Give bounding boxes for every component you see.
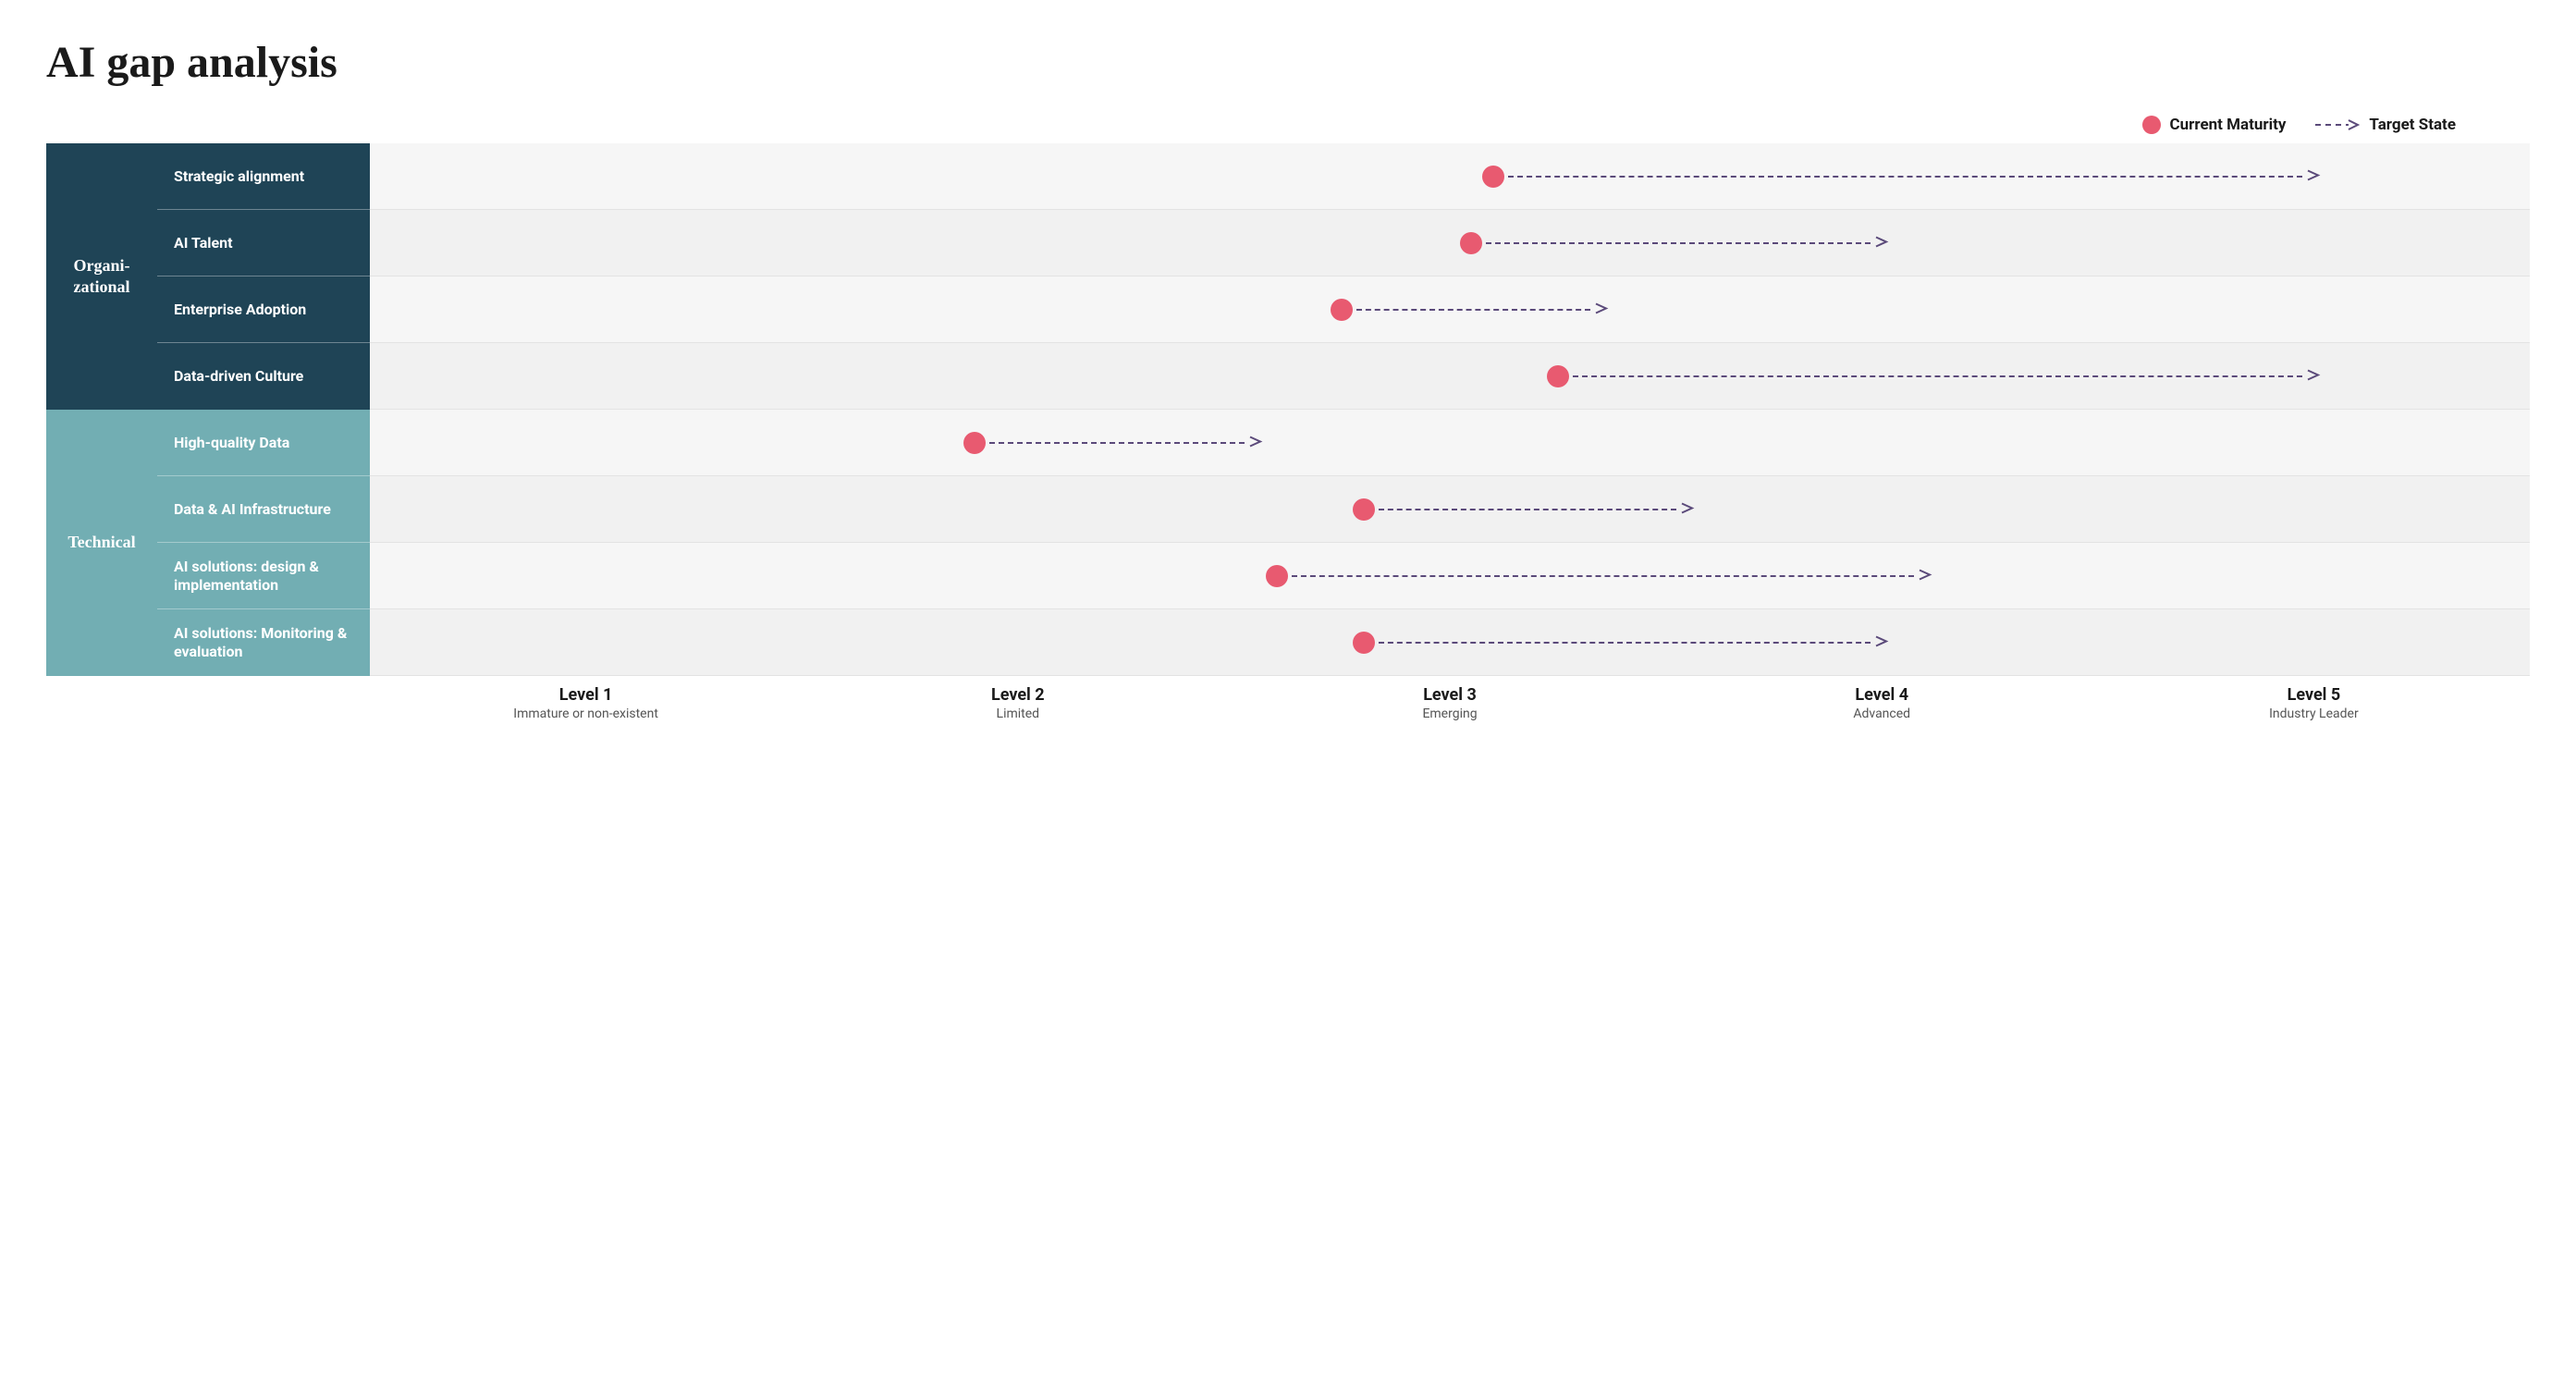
- current-dot-icon: [1547, 365, 1569, 387]
- row-track: [370, 609, 2530, 676]
- target-arrow-line: [1486, 242, 1871, 244]
- target-arrow-head-icon: [1874, 633, 1889, 651]
- axis-sub-label: Immature or non-existent: [370, 706, 802, 721]
- current-dot-icon: [1331, 299, 1353, 321]
- page-title: AI gap analysis: [46, 37, 2530, 88]
- target-arrow-line: [1379, 642, 1871, 644]
- current-dot-icon: [1266, 565, 1288, 587]
- row-label: High-quality Data: [157, 410, 370, 476]
- gap-chart: Organi‐zationalStrategic alignment AI Ta…: [46, 143, 2530, 721]
- axis-sub-label: Emerging: [1233, 706, 1665, 721]
- target-arrow-head-icon: [2306, 367, 2321, 385]
- axis-sub-label: Industry Leader: [2098, 706, 2530, 721]
- axis-level-label: Level 3: [1233, 685, 1665, 705]
- target-arrow-head-icon: [1918, 567, 1932, 584]
- legend: Current Maturity Target State: [46, 116, 2530, 134]
- target-arrow-line: [1379, 509, 1676, 510]
- row-label: AI solutions: design & implementation: [157, 543, 370, 609]
- row-track: [370, 543, 2530, 609]
- target-arrow-line: [1573, 375, 2303, 377]
- target-arrow-head-icon: [1248, 434, 1263, 451]
- target-arrow-line: [1292, 575, 1914, 577]
- target-arrow-line: [1356, 309, 1589, 311]
- axis-sub-label: Limited: [802, 706, 1233, 721]
- row-label: AI solutions: Monitoring & evaluation: [157, 609, 370, 676]
- row-track: [370, 143, 2530, 210]
- row-track: [370, 410, 2530, 476]
- row-track: [370, 476, 2530, 543]
- axis-tick: Level 3 Emerging: [1233, 685, 1665, 721]
- current-dot-icon: [1460, 232, 1482, 254]
- legend-current: Current Maturity: [2142, 116, 2287, 134]
- legend-arrow-icon: [2313, 118, 2360, 131]
- x-axis: Level 1 Immature or non-existentLevel 2 …: [370, 685, 2530, 721]
- current-dot-icon: [1353, 632, 1375, 654]
- row-label: AI Talent: [157, 210, 370, 276]
- legend-dot-icon: [2142, 116, 2161, 134]
- legend-target: Target State: [2313, 116, 2456, 134]
- current-dot-icon: [1482, 166, 1504, 188]
- axis-sub-label: Advanced: [1666, 706, 2098, 721]
- row-track: [370, 210, 2530, 276]
- axis-tick: Level 5 Industry Leader: [2098, 685, 2530, 721]
- axis-level-label: Level 4: [1666, 685, 2098, 705]
- target-arrow-line: [1508, 176, 2303, 178]
- target-arrow-head-icon: [1594, 301, 1609, 318]
- axis-level-label: Level 1: [370, 685, 802, 705]
- row-label: Enterprise Adoption: [157, 276, 370, 343]
- target-arrow-head-icon: [2306, 167, 2321, 185]
- axis-tick: Level 2 Limited: [802, 685, 1233, 721]
- row-track: [370, 343, 2530, 410]
- axis-tick: Level 4 Advanced: [1666, 685, 2098, 721]
- group-label: Technical: [46, 410, 157, 676]
- current-dot-icon: [1353, 498, 1375, 521]
- legend-current-label: Current Maturity: [2170, 116, 2287, 134]
- axis-level-label: Level 2: [802, 685, 1233, 705]
- axis-tick: Level 1 Immature or non-existent: [370, 685, 802, 721]
- legend-target-label: Target State: [2369, 116, 2456, 134]
- row-label: Strategic alignment: [157, 143, 370, 210]
- target-arrow-line: [989, 442, 1245, 444]
- row-label: Data-driven Culture: [157, 343, 370, 410]
- group-label: Organi‐zational: [46, 143, 157, 410]
- row-label: Data & AI Infrastructure: [157, 476, 370, 543]
- target-arrow-head-icon: [1680, 500, 1695, 518]
- row-track: [370, 276, 2530, 343]
- current-dot-icon: [963, 432, 986, 454]
- target-arrow-head-icon: [1874, 234, 1889, 252]
- axis-level-label: Level 5: [2098, 685, 2530, 705]
